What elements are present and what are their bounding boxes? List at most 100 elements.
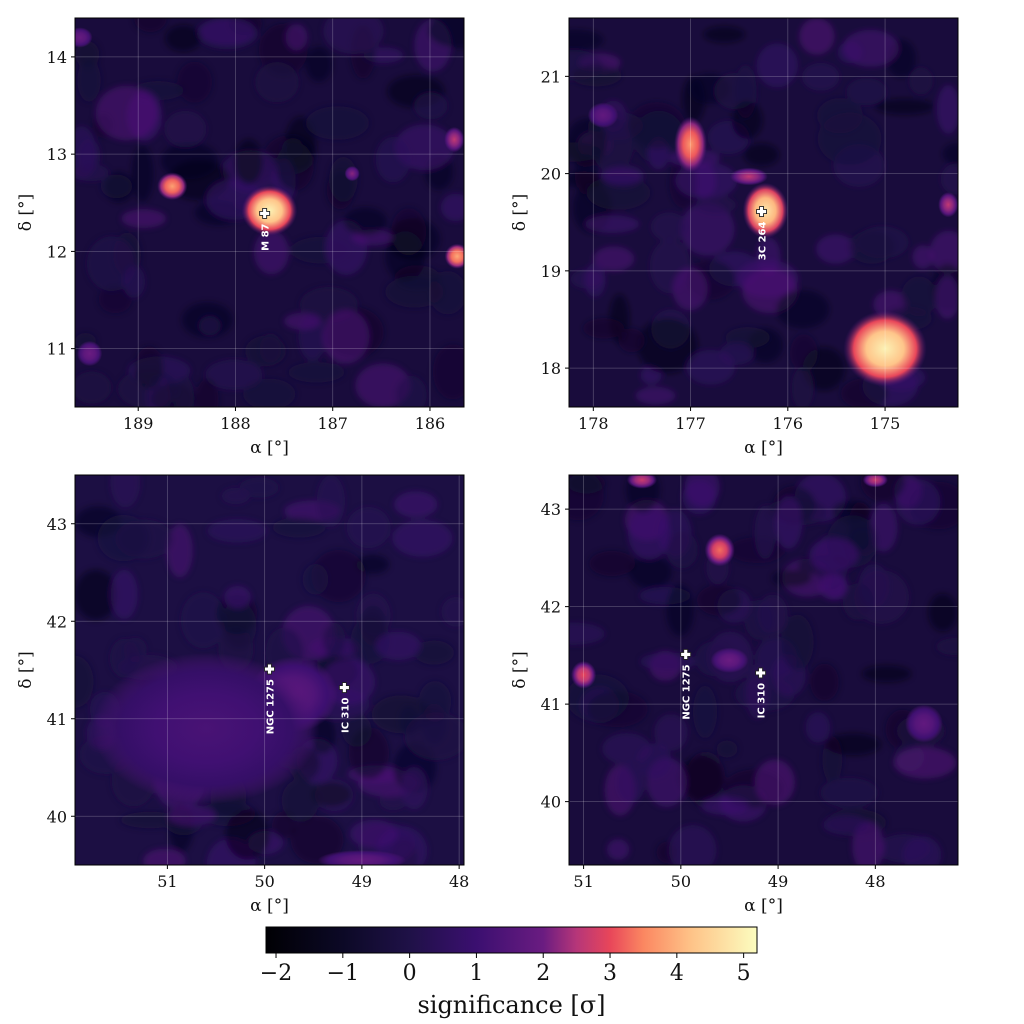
noise-patch	[346, 506, 391, 549]
noise-patch	[756, 43, 799, 88]
noise-patch	[635, 386, 676, 405]
noise-patch	[743, 143, 780, 167]
y-tick-label: 40	[541, 793, 561, 812]
y-tick-label: 14	[47, 48, 67, 67]
noise-patch	[809, 537, 859, 573]
colorbar-tick-label: −1	[327, 961, 359, 986]
axes-frame	[568, 17, 959, 408]
significance-blob	[570, 660, 597, 689]
x-tick-label: 176	[773, 414, 804, 433]
colorbar-tick-label: 0	[403, 961, 417, 986]
colorbar-gradient	[266, 927, 757, 953]
noise-patch	[110, 475, 141, 508]
noise-patch	[818, 573, 848, 600]
noise-patch	[791, 366, 814, 407]
colorbar-frame	[265, 926, 758, 954]
noise-patch	[100, 174, 133, 199]
noise-patch	[628, 102, 686, 149]
noise-patch	[695, 195, 737, 215]
noise-patch	[810, 663, 840, 702]
noise-patch	[198, 316, 221, 336]
grid	[569, 475, 958, 865]
noise-patch	[198, 18, 256, 46]
noise-patch	[666, 584, 694, 637]
significance-blob	[674, 116, 707, 173]
noise-patch	[935, 275, 958, 319]
noise-patch	[394, 491, 438, 518]
noise-patch	[862, 665, 912, 683]
noise-patch	[75, 569, 118, 621]
noise-patch	[654, 713, 688, 752]
heatmap-image	[569, 475, 958, 865]
noise-patch	[284, 312, 322, 330]
x-tick-label: 50	[671, 872, 691, 891]
noise-patch	[569, 118, 608, 168]
noise-patch	[587, 690, 648, 728]
y-tick-label: 11	[47, 340, 67, 359]
noise-patch	[606, 838, 630, 860]
noise-patch	[781, 614, 814, 671]
noise-patch	[637, 318, 698, 374]
noise-patch	[195, 378, 219, 407]
noise-patch	[173, 376, 195, 407]
panel-perseus-left: 51 50 49 48 40 41 42 43 α [°] δ [°] NGC 1275 IC 310	[16, 474, 469, 916]
noise-patch	[224, 585, 251, 609]
noise-patch	[302, 563, 329, 595]
y-tick-label: 41	[47, 710, 67, 729]
axes-frame	[74, 17, 465, 408]
noise-patch	[441, 596, 464, 627]
noise-texture	[75, 18, 464, 407]
x-tick-label: 51	[573, 872, 593, 891]
noise-patch	[131, 145, 154, 202]
noise-patch	[600, 166, 643, 186]
noise-patch	[110, 569, 138, 620]
significance-blob	[904, 704, 943, 743]
noise-patch	[432, 344, 464, 400]
panel-perseus-right: 51 50 49 48 40 41 42 43 α [°] δ [°] NGC 1275 IC 310	[510, 474, 959, 916]
noise-patch	[180, 592, 226, 649]
noise-patch	[160, 142, 219, 180]
panel-3c264: 178 177 176 175 18 19 20 21 α [°] δ [°] 3C 264	[510, 17, 959, 458]
x-tick-label: 178	[578, 414, 609, 433]
colorbar-tick-label: 1	[469, 961, 483, 986]
noise-patch	[165, 24, 202, 52]
noise-patch	[929, 230, 958, 274]
noise-patch	[392, 519, 453, 557]
colorbar-tick-label: −2	[260, 961, 292, 986]
noise-patch	[166, 524, 193, 578]
noise-patch	[757, 594, 788, 635]
crosshair-icon	[680, 648, 692, 660]
noise-patch	[305, 46, 333, 82]
noise-patch	[234, 139, 263, 185]
noise-patch	[805, 712, 831, 743]
noise-patch	[666, 531, 698, 569]
noise-patch	[400, 766, 428, 810]
noise-patch	[77, 58, 101, 102]
significance-blob	[157, 172, 188, 201]
x-tick-label: 189	[123, 414, 154, 433]
noise-texture	[569, 18, 958, 407]
x-tick-label: 48	[449, 872, 469, 891]
noise-patch	[207, 518, 267, 543]
x-tick-label: 48	[865, 872, 885, 891]
noise-patch	[684, 475, 720, 507]
y-axis-label: δ [°]	[510, 651, 530, 688]
noise-patch	[696, 584, 742, 616]
source-label: NGC 1275	[266, 679, 277, 734]
noise-patch	[745, 664, 769, 720]
significance-blob	[444, 126, 464, 153]
noise-patch	[686, 349, 735, 385]
source-label: 3C 264	[758, 221, 769, 260]
y-tick-label: 21	[541, 67, 561, 86]
noise-patch	[427, 18, 464, 49]
noise-patch	[895, 479, 941, 525]
noise-patch	[940, 163, 958, 195]
noise-patch	[585, 215, 640, 234]
noise-patch	[771, 569, 812, 588]
noise-patch	[816, 234, 856, 264]
crosshair-icon	[756, 206, 768, 217]
y-tick-label: 13	[47, 145, 67, 164]
noise-patch	[322, 622, 346, 657]
noise-patch	[875, 98, 935, 115]
